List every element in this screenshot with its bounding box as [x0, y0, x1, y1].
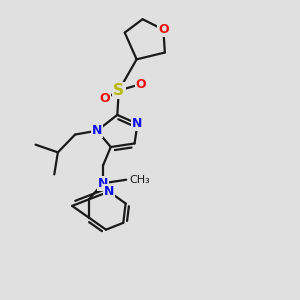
Text: N: N: [132, 117, 143, 130]
Text: N: N: [92, 124, 102, 137]
Text: S: S: [113, 83, 124, 98]
Text: N: N: [98, 177, 108, 190]
Text: O: O: [136, 77, 146, 91]
Text: O: O: [158, 23, 169, 36]
Text: O: O: [100, 92, 110, 105]
Text: CH₃: CH₃: [129, 175, 150, 185]
Text: N: N: [104, 185, 114, 198]
